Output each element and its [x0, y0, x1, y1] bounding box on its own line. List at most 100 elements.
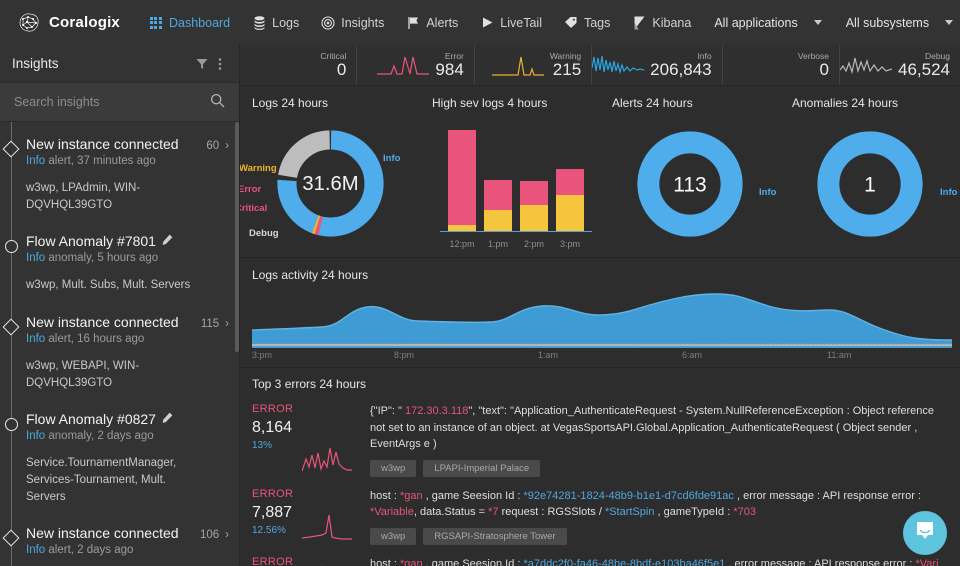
- error-percent: 13%: [252, 440, 273, 451]
- legend-info: Info: [759, 187, 777, 198]
- bar-label-1: 1:pm: [487, 239, 508, 249]
- error-request: RGSSlots: [547, 506, 596, 518]
- logs-donut-chart[interactable]: 31.6M: [240, 114, 420, 253]
- metric-value: 46,524: [898, 59, 951, 79]
- insight-count[interactable]: 60 ›: [206, 140, 229, 152]
- panel-high-sev-4h: High sev logs 4 hours 12:pm 1:pm: [420, 86, 600, 257]
- chevron-down-icon: [945, 20, 954, 25]
- legend-info: Info: [383, 153, 401, 164]
- diamond-marker-icon: [2, 318, 20, 336]
- nav-label-alerts: Alerts: [426, 15, 459, 30]
- tag-subsystem[interactable]: RGSAPI-Stratosphere Tower: [423, 527, 567, 545]
- errors-title: Top 3 errors 24 hours: [252, 377, 367, 391]
- edit-pencil-icon[interactable]: [162, 412, 173, 426]
- metric-debug[interactable]: Debug 46,524: [839, 45, 960, 85]
- funnel-icon[interactable]: [191, 58, 213, 70]
- metric-info[interactable]: Info 206,843: [591, 45, 723, 85]
- panel-anomalies-24h: Anomalies 24 hours 1 Info: [780, 86, 960, 257]
- error-gametype-id: *703: [733, 506, 756, 518]
- insight-title-text: New instance connected: [26, 525, 179, 542]
- sidebar-title: Insights: [12, 56, 59, 71]
- panel-title: High sev logs 4 hours: [432, 96, 548, 110]
- sidebar-scrollbar[interactable]: [235, 122, 239, 566]
- subsystem-selector[interactable]: All subsystems: [834, 16, 960, 30]
- brand-name: Coralogix: [49, 14, 120, 31]
- anomalies-donut-chart[interactable]: 1: [780, 114, 960, 253]
- table-row[interactable]: ERROR 7,887 12.56% host : *gan , game Se…: [252, 488, 960, 545]
- search-icon[interactable]: [210, 93, 225, 112]
- insight-title: New instance connected: [26, 136, 225, 152]
- severity-badge: Info: [26, 252, 46, 265]
- list-item[interactable]: Flow Anomaly #7801 Info anomaly, 5 hours…: [0, 223, 239, 304]
- search-input[interactable]: [14, 95, 210, 109]
- nav-item-insights[interactable]: Insights: [310, 12, 395, 34]
- label-gametype: , gameTypeId :: [654, 506, 734, 518]
- grid-icon: [149, 16, 163, 30]
- nav-item-kibana[interactable]: Kibana: [621, 12, 702, 34]
- application-selector-label: All applications: [714, 15, 798, 30]
- insight-description: Service.TournamentManager, Services-Tour…: [26, 457, 177, 503]
- metric-label: Verbose: [797, 50, 830, 61]
- metric-error[interactable]: Error 984: [357, 45, 475, 85]
- bar-2pm[interactable]: [520, 130, 548, 231]
- chat-launcher-button[interactable]: [903, 511, 947, 555]
- label-host: host :: [370, 557, 400, 566]
- nav-item-dashboard[interactable]: Dashboard: [138, 12, 241, 34]
- bar-3pm[interactable]: [556, 130, 584, 231]
- severity-badge: Info: [26, 155, 46, 167]
- high-sev-bar-chart[interactable]: [444, 130, 588, 231]
- logs-activity-area-chart[interactable]: [252, 290, 952, 352]
- list-item[interactable]: New instance connected Info alert, 16 ho…: [0, 304, 239, 401]
- metric-warning[interactable]: Warning 215: [475, 45, 593, 85]
- insight-count-value: 115: [200, 318, 220, 331]
- edit-pencil-icon[interactable]: [162, 234, 173, 248]
- subsystem-selector-label: All subsystems: [845, 15, 930, 30]
- insight-count[interactable]: 106 ›: [200, 529, 229, 541]
- tag-application[interactable]: w3wp: [370, 459, 417, 477]
- panel-alerts-24h: Alerts 24 hours 113 Info: [600, 86, 780, 257]
- activity-x-labels: 3:pm 8:pm 1:am 6:am 11:am: [252, 350, 952, 362]
- list-item[interactable]: New instance connected Info alert, 37 mi…: [0, 126, 239, 223]
- insight-title: Flow Anomaly #0827: [26, 411, 225, 427]
- metric-critical[interactable]: Critical 0: [240, 45, 358, 85]
- search-insights-bar[interactable]: [0, 82, 239, 122]
- target-icon: [321, 15, 335, 30]
- brain-network-icon: [16, 10, 42, 36]
- kebab-menu-icon[interactable]: [213, 57, 227, 71]
- application-selector[interactable]: All applications: [702, 16, 833, 30]
- insight-title-text: New instance connected: [26, 136, 179, 152]
- label-errmsg: , error message : API response error :: [733, 489, 921, 502]
- label-slash: /: [595, 506, 605, 518]
- metric-label: Info: [697, 50, 712, 61]
- scrollbar-thumb[interactable]: [235, 122, 239, 352]
- metric-verbose[interactable]: Verbose 0: [723, 45, 841, 85]
- nav-item-tags[interactable]: Tags: [553, 12, 621, 34]
- insight-count[interactable]: 115 ›: [201, 318, 229, 330]
- error-stats: ERROR 7,707: [252, 556, 302, 566]
- metric-value: 0: [819, 59, 830, 79]
- tag-subsystem[interactable]: LPAPI-Imperial Palace: [423, 459, 541, 477]
- chat-bubble-icon: [914, 520, 936, 547]
- legend-error: Error: [240, 184, 262, 195]
- alerts-donut-chart[interactable]: 113: [600, 114, 780, 253]
- bar-12pm[interactable]: [448, 130, 476, 231]
- nav-item-livetail[interactable]: LiveTail: [469, 12, 553, 34]
- main-nav: Dashboard Logs Insights Alerts: [138, 12, 702, 34]
- nav-item-alerts[interactable]: Alerts: [395, 12, 469, 34]
- bar-1pm[interactable]: [484, 130, 512, 231]
- error-spin: *StartSpin: [604, 506, 655, 518]
- list-item[interactable]: New instance connected Info alert, 2 day…: [0, 515, 239, 566]
- error-variable: *Variable: [370, 506, 414, 518]
- error-text-line2: to an instance of an object. at VegasSpo…: [370, 421, 918, 451]
- table-row[interactable]: ERROR 8,164 13% {"IP": " 172.30.3.118", …: [252, 403, 960, 477]
- insight-title-text: New instance connected: [26, 314, 179, 331]
- tag-application[interactable]: w3wp: [370, 527, 417, 545]
- nav-item-logs[interactable]: Logs: [241, 12, 310, 34]
- error-session-id: *92e74281-1824-48b9-b1e1-d7cd6fde91ac: [523, 489, 734, 502]
- list-item[interactable]: Flow Anomaly #0827 Info anomaly, 2 days …: [0, 401, 239, 515]
- circle-marker-icon: [5, 418, 18, 432]
- insight-count-value: 106: [199, 529, 220, 542]
- error-status: *7: [488, 506, 499, 518]
- table-row[interactable]: ERROR 7,707 host : *gan , game Seesion I…: [252, 556, 960, 566]
- brand-logo-area[interactable]: Coralogix: [16, 10, 120, 36]
